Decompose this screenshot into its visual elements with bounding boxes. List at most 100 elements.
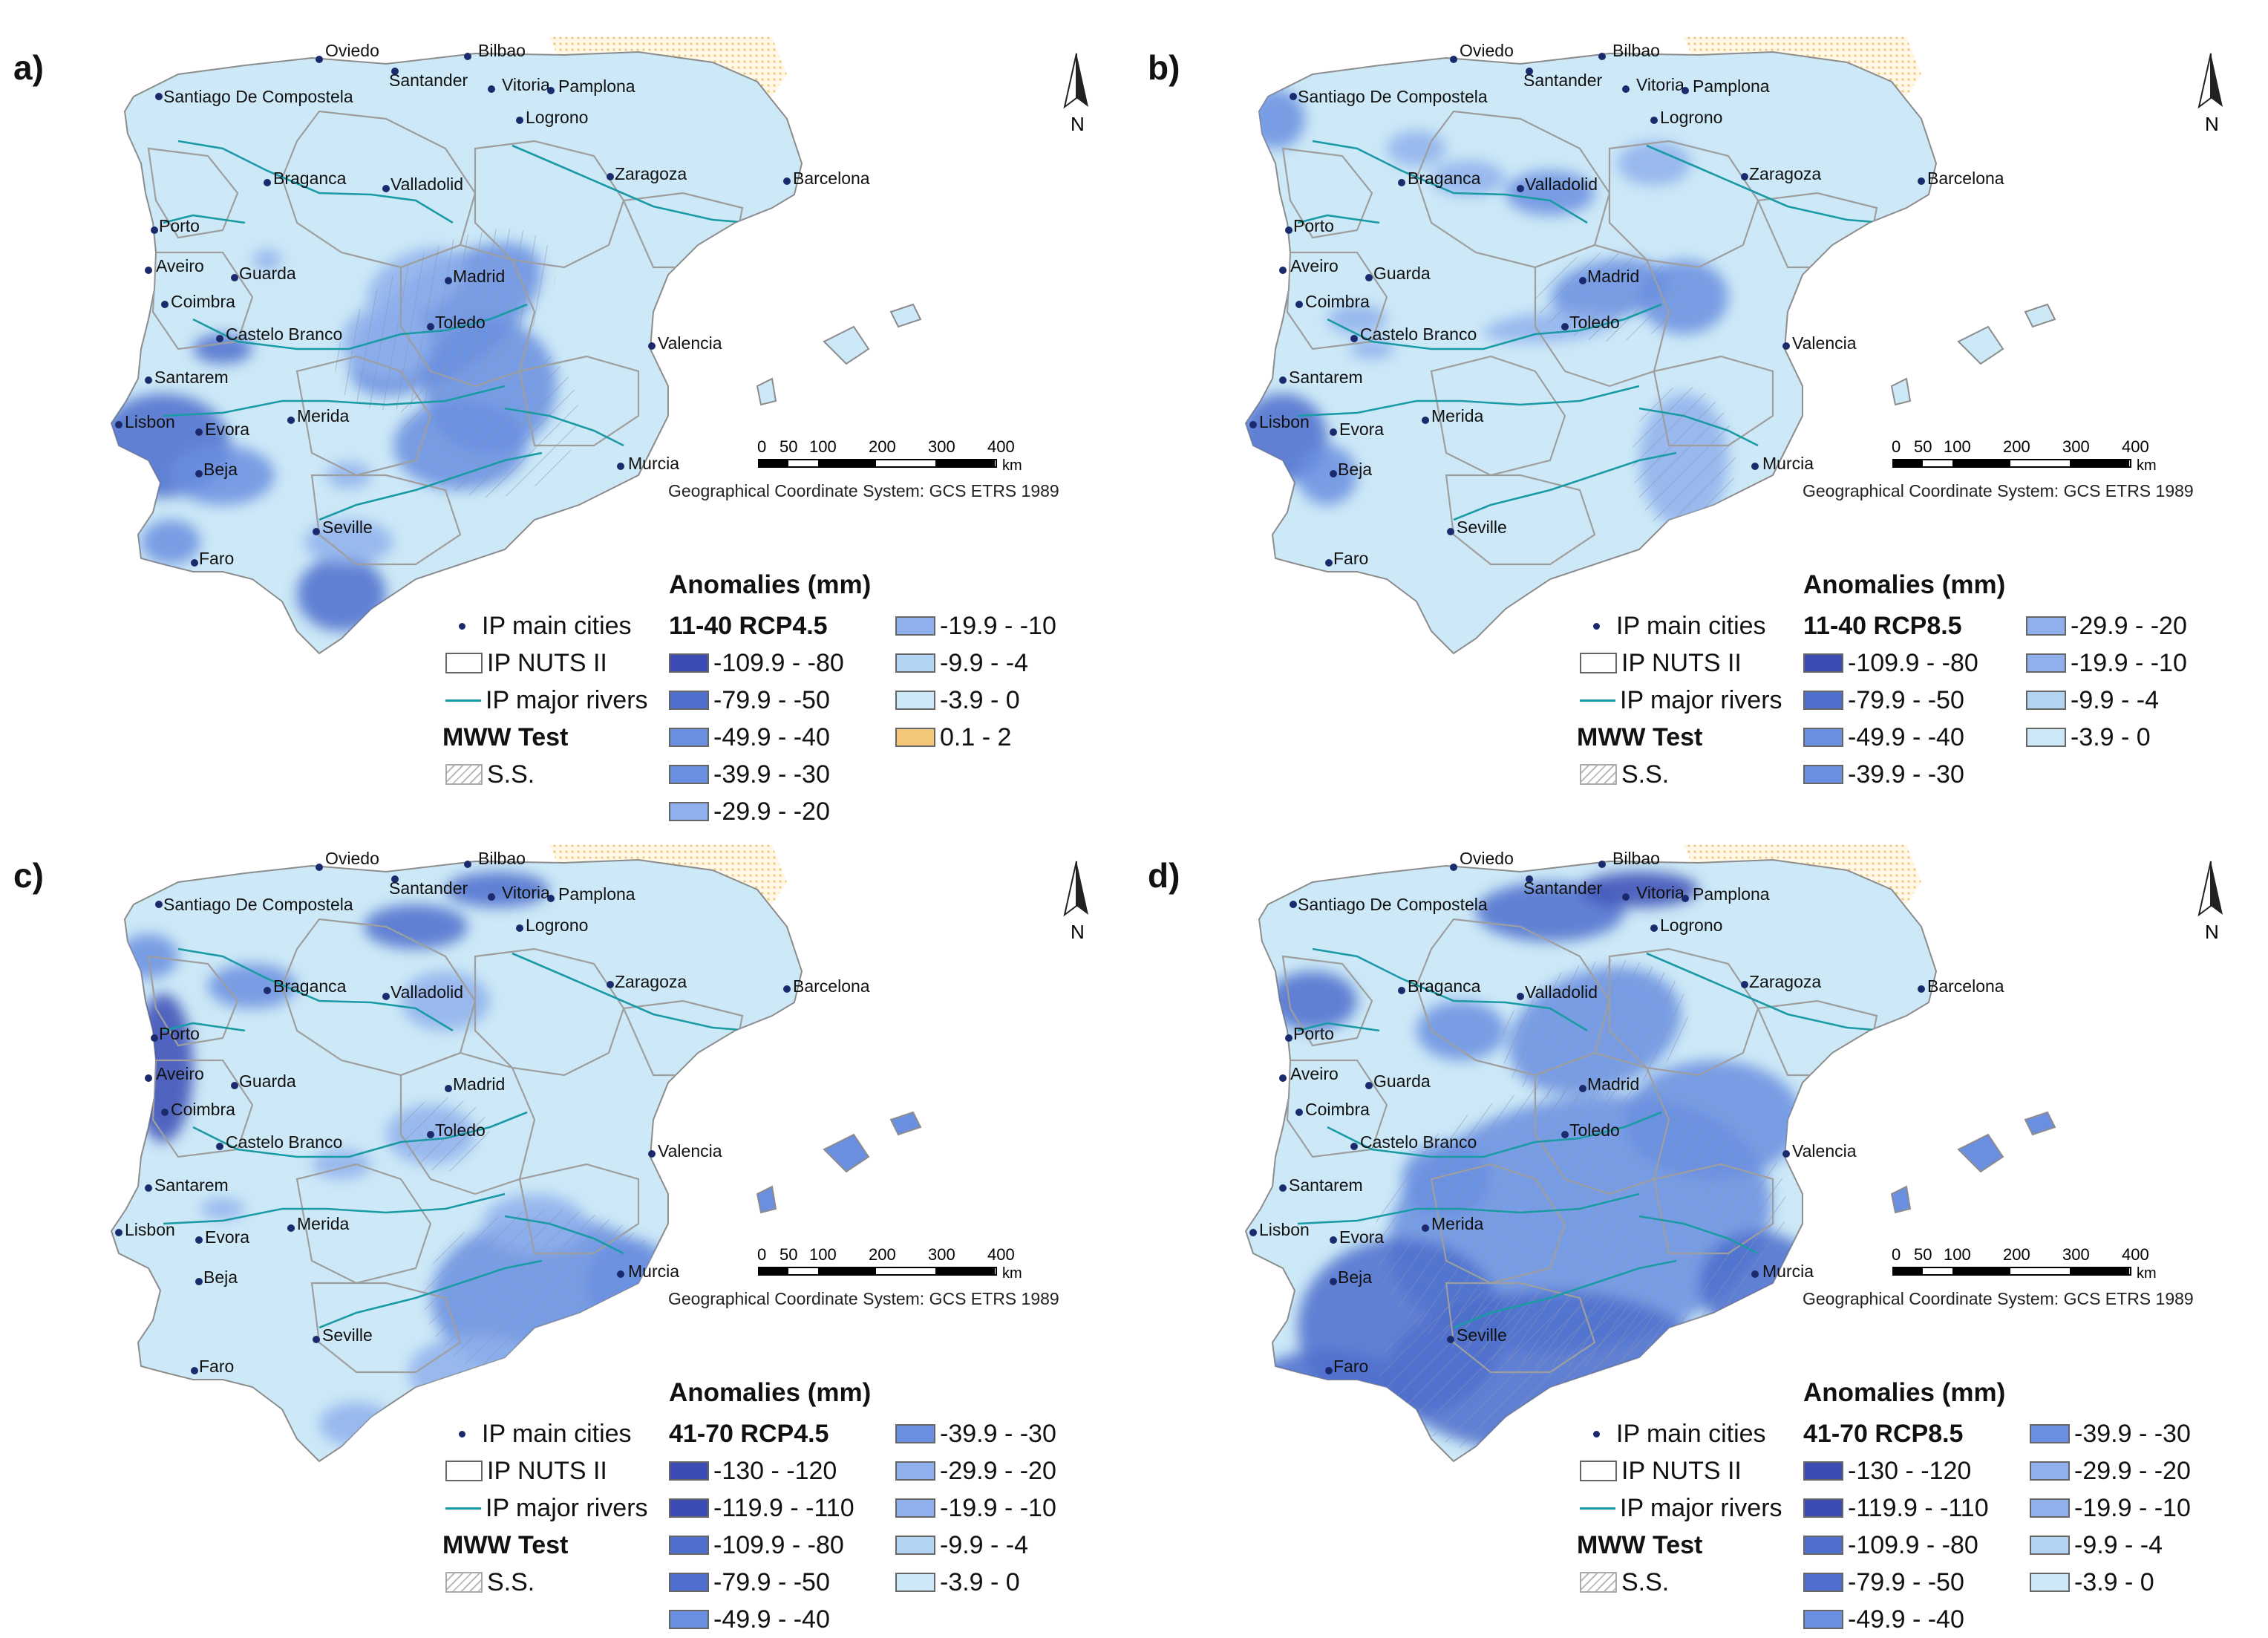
river [192, 303, 528, 350]
hatch-swatch-icon [445, 764, 483, 785]
city-marker [264, 987, 271, 994]
city-label: Murcia [1762, 1262, 1814, 1281]
scale-unit: km [2137, 1265, 2157, 1282]
city-marker [1279, 1184, 1287, 1192]
city-label: Valladolid [1525, 982, 1598, 1002]
class-swatch [895, 728, 935, 747]
city-marker [1330, 428, 1337, 436]
class-swatch [1803, 1610, 1843, 1629]
city-label: Aveiro [1290, 1064, 1339, 1083]
city-label: Porto [159, 216, 200, 235]
legend-title: Anomalies (mm) [669, 570, 872, 599]
class-swatch [669, 728, 709, 747]
legend-rivers: IP major rivers [1577, 682, 1782, 719]
nuts-boundary [1608, 947, 1759, 1077]
scale-tick: 50 [780, 1245, 797, 1264]
river [192, 1111, 528, 1158]
city-label: Coimbra [1305, 1100, 1370, 1119]
panel-label: c) [13, 856, 44, 895]
city-marker [1330, 470, 1337, 477]
balearic-island [756, 1185, 777, 1214]
city-label: Zaragoza [615, 164, 687, 183]
scale-tick: 100 [1944, 437, 1971, 456]
nuts-boundary [147, 955, 239, 1047]
city-marker [1398, 987, 1405, 994]
city-label: Pamplona [1693, 76, 1770, 96]
city-label: Toledo [435, 313, 486, 332]
city-label: Braganca [273, 169, 347, 188]
nuts-boundary [474, 947, 625, 1077]
legend-rivers: IP major rivers [442, 1489, 648, 1527]
anomaly-patch [252, 249, 282, 270]
hatch-swatch-icon [1580, 1572, 1617, 1593]
scale-tick: 300 [2062, 437, 2090, 456]
significance-hatch [423, 1209, 676, 1387]
city-marker [1398, 179, 1405, 186]
class-swatch [1803, 765, 1843, 784]
nuts-boundary [295, 355, 432, 477]
legend-class: -109.9 - -80 [669, 1527, 854, 1564]
legend-scenario: 41-70 RCP4.5 [669, 1420, 829, 1448]
nuts-swatch-icon [445, 1461, 483, 1481]
legend-class: -49.9 - -40 [669, 1601, 854, 1638]
city-label: Barcelona [1927, 169, 2004, 188]
river [504, 407, 624, 447]
city-marker [391, 68, 399, 75]
city-marker [1751, 1270, 1759, 1278]
map-legend: Anomalies (mm) IP main cities IP NUTS II… [442, 570, 1111, 826]
city-label: Logrono [526, 916, 588, 935]
anomaly-patch [445, 872, 549, 907]
city-marker [195, 428, 203, 436]
map-legend: Anomalies (mm) IP main cities IP NUTS II… [1577, 1378, 2245, 1634]
anomaly-patch [1617, 141, 1691, 186]
balearic-island [823, 325, 870, 365]
balearic-island [756, 377, 777, 406]
scale-tick: 0 [757, 437, 766, 456]
city-label: Madrid [1587, 1074, 1639, 1094]
city-label: Zaragoza [1749, 164, 1821, 183]
city-marker [1279, 1074, 1287, 1082]
city-label: Zaragoza [615, 972, 687, 991]
city-marker [1279, 376, 1287, 384]
legend-class: -3.9 - 0 [2026, 719, 2187, 756]
scale-unit: km [1002, 457, 1022, 474]
city-label: Barcelona [793, 976, 870, 996]
city-marker [547, 895, 555, 902]
scale-tick: 0 [1892, 1245, 1901, 1264]
city-marker [316, 864, 323, 871]
city-label: Beja [203, 1267, 238, 1287]
city-label: Castelo Branco [226, 1132, 342, 1152]
anomaly-patch [200, 1198, 245, 1219]
balearic-island [1890, 1185, 1912, 1214]
city-label: Beja [1338, 460, 1372, 479]
river-line-icon [445, 699, 481, 702]
river [1297, 1022, 1380, 1032]
city-marker [145, 1184, 152, 1192]
legend-ss: S.S. [442, 756, 648, 793]
city-label: Valladolid [390, 174, 463, 194]
legend-class: -29.9 - -20 [669, 793, 844, 830]
city-label: Guarda [239, 1071, 296, 1091]
city-marker [1350, 335, 1358, 342]
scale-bar: 0 50 100 200 300 400 km [1892, 434, 2248, 501]
city-label: Merida [1431, 406, 1484, 425]
north-label: N [2205, 921, 2219, 943]
city-marker [607, 981, 614, 988]
class-swatch [1803, 653, 1843, 673]
scale-tick: 50 [1914, 1245, 1932, 1264]
city-label: Valladolid [1525, 174, 1598, 194]
north-arrow-icon: N [1054, 49, 1099, 138]
class-swatch [1803, 1461, 1843, 1481]
city-marker [547, 87, 555, 94]
river [177, 947, 454, 1032]
city-label: Bilbao [1612, 849, 1660, 868]
legend-class: -109.9 - -80 [1803, 1527, 1989, 1564]
anomaly-patch [1506, 171, 1595, 215]
city-label: Santander [389, 71, 468, 90]
city-marker [1330, 1236, 1337, 1244]
city-marker [1782, 342, 1790, 350]
class-swatch [895, 1424, 935, 1443]
river [512, 144, 751, 224]
legend-cities: IP main cities [442, 1415, 648, 1452]
city-marker [516, 924, 523, 932]
